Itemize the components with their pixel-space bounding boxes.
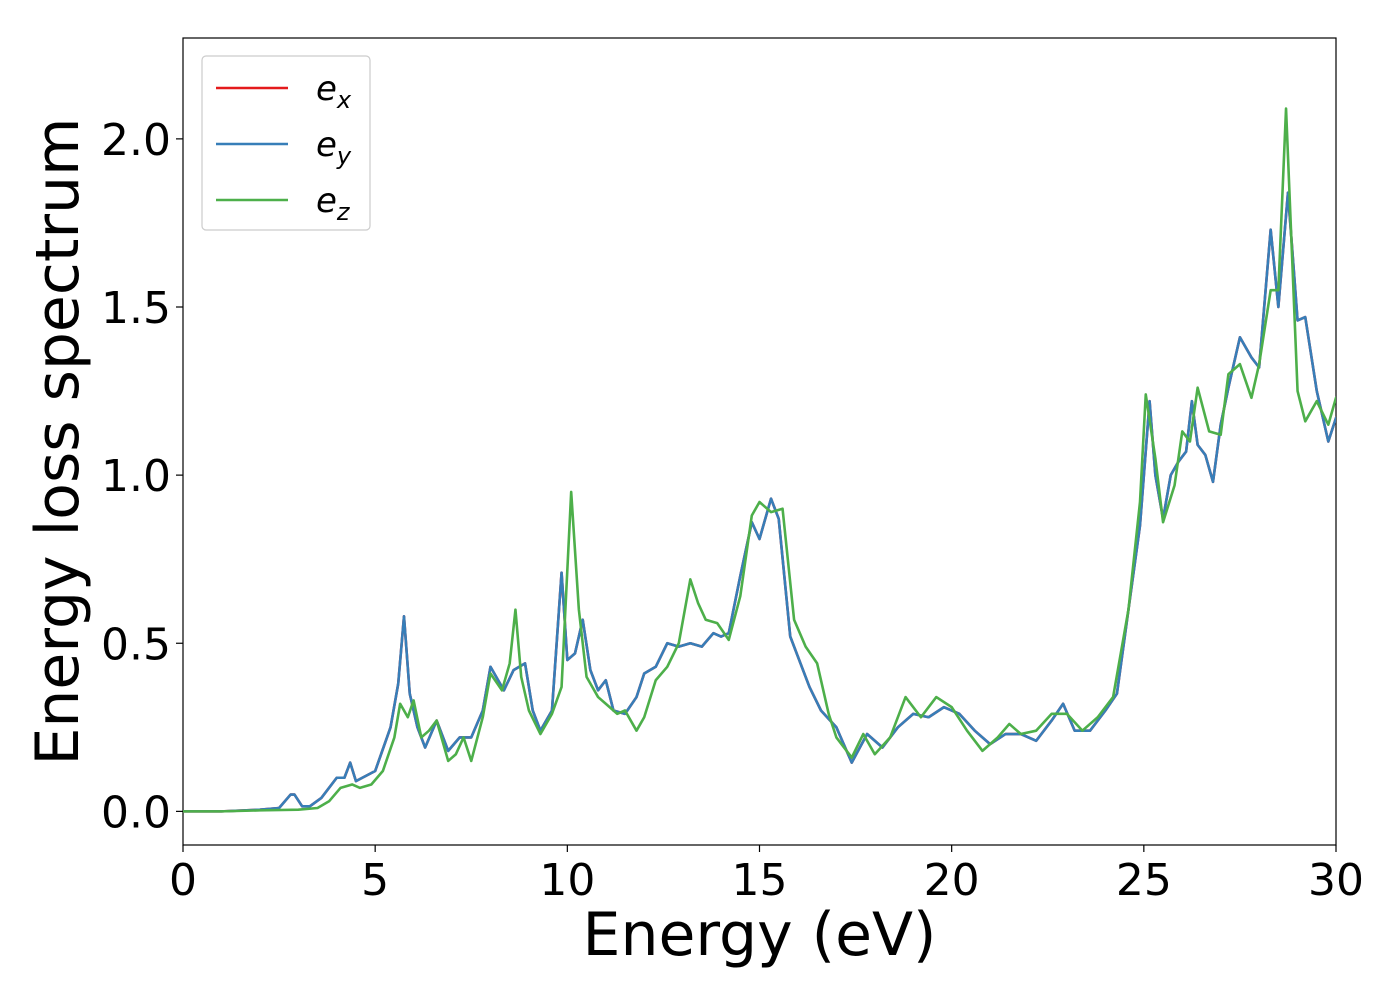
x-tick-label: 30 [1308, 855, 1364, 906]
x-tick-label: 25 [1116, 855, 1172, 906]
legend-label-z: ez [316, 181, 351, 226]
y-tick-label: 0.0 [101, 787, 171, 838]
x-tick-label: 15 [732, 855, 788, 906]
y-axis-ticks: 0.0 0.5 1.0 1.5 2.0 [101, 115, 183, 838]
y-tick-label: 2.0 [101, 115, 171, 166]
x-tick-label: 20 [924, 855, 980, 906]
legend-label-x: ex [316, 69, 352, 114]
y-tick-label: 1.0 [101, 451, 171, 502]
series-line-z [183, 107, 1336, 813]
x-axis-ticks: 0 5 10 15 20 25 30 [169, 845, 1364, 906]
y-axis-label: Energy loss spectrum [23, 117, 93, 765]
y-tick-label: 1.5 [101, 283, 171, 334]
y-tick-label: 0.5 [101, 619, 171, 670]
series-layer [183, 107, 1336, 813]
legend: ex ey ez [201, 55, 371, 231]
x-tick-label: 5 [361, 855, 389, 906]
x-tick-label: 10 [539, 855, 595, 906]
x-axis-label: Energy (eV) [583, 900, 937, 970]
legend-label-y: ey [316, 125, 352, 170]
x-tick-label: 0 [169, 855, 197, 906]
